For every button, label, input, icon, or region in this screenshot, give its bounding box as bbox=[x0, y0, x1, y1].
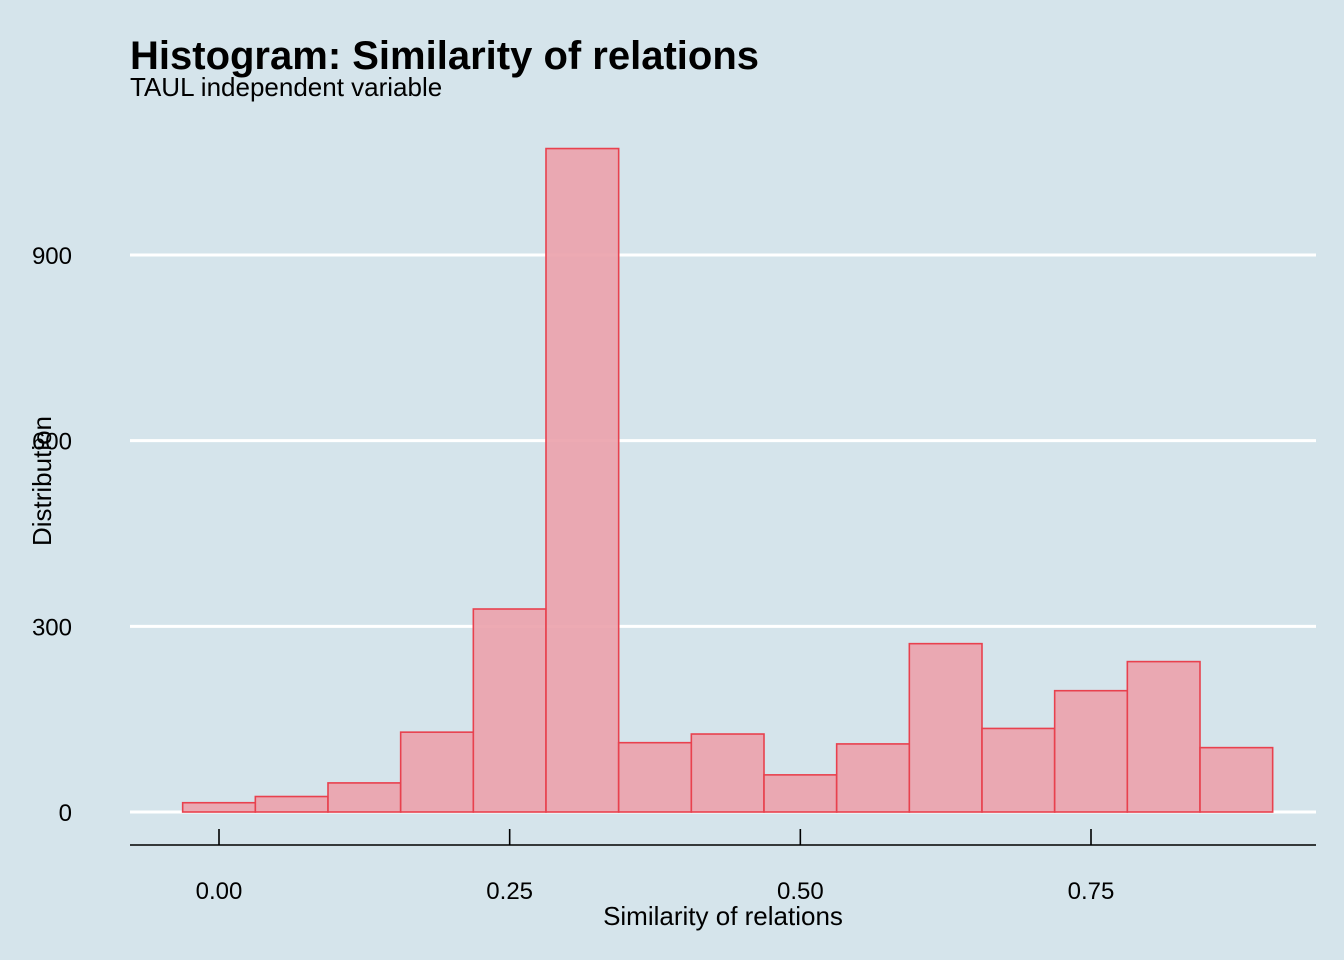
chart-title: Histogram: Similarity of relations bbox=[130, 34, 759, 78]
histogram-bar bbox=[1126, 660, 1201, 813]
histogram-bar bbox=[545, 147, 620, 813]
x-axis-title: Similarity of relations bbox=[603, 901, 843, 931]
histogram-bar bbox=[327, 782, 402, 813]
y-tick-label: 600 bbox=[32, 429, 72, 456]
x-tick-label: 0.25 bbox=[486, 878, 533, 905]
histogram-bar bbox=[617, 741, 693, 813]
x-axis: 0.00 0.25 0.50 0.75 bbox=[130, 829, 1316, 905]
histogram-bars bbox=[181, 147, 1274, 813]
histogram-bar bbox=[181, 801, 257, 813]
histogram-bar bbox=[835, 743, 911, 813]
histogram-bar bbox=[1053, 689, 1129, 813]
histogram-bar bbox=[690, 733, 765, 813]
y-tick-label: 300 bbox=[32, 614, 72, 641]
x-tick-label: 0.50 bbox=[777, 878, 824, 905]
histogram-bar bbox=[981, 727, 1056, 813]
y-axis-title: Distribution bbox=[27, 416, 57, 546]
y-tick-label: 0 bbox=[59, 800, 72, 827]
histogram-bar bbox=[254, 795, 329, 813]
histogram-bar bbox=[1199, 746, 1274, 813]
y-tick-label: 900 bbox=[32, 243, 72, 270]
histogram-bar bbox=[399, 731, 475, 813]
histogram-bar bbox=[908, 642, 983, 813]
y-axis-tick-labels: 0 300 600 900 bbox=[32, 243, 72, 827]
histogram-bar bbox=[763, 774, 838, 813]
histogram-bar bbox=[472, 608, 547, 813]
chart-subtitle: TAUL independent variable bbox=[130, 72, 442, 102]
x-tick-label: 0.00 bbox=[196, 878, 243, 905]
x-tick-label: 0.75 bbox=[1068, 878, 1115, 905]
